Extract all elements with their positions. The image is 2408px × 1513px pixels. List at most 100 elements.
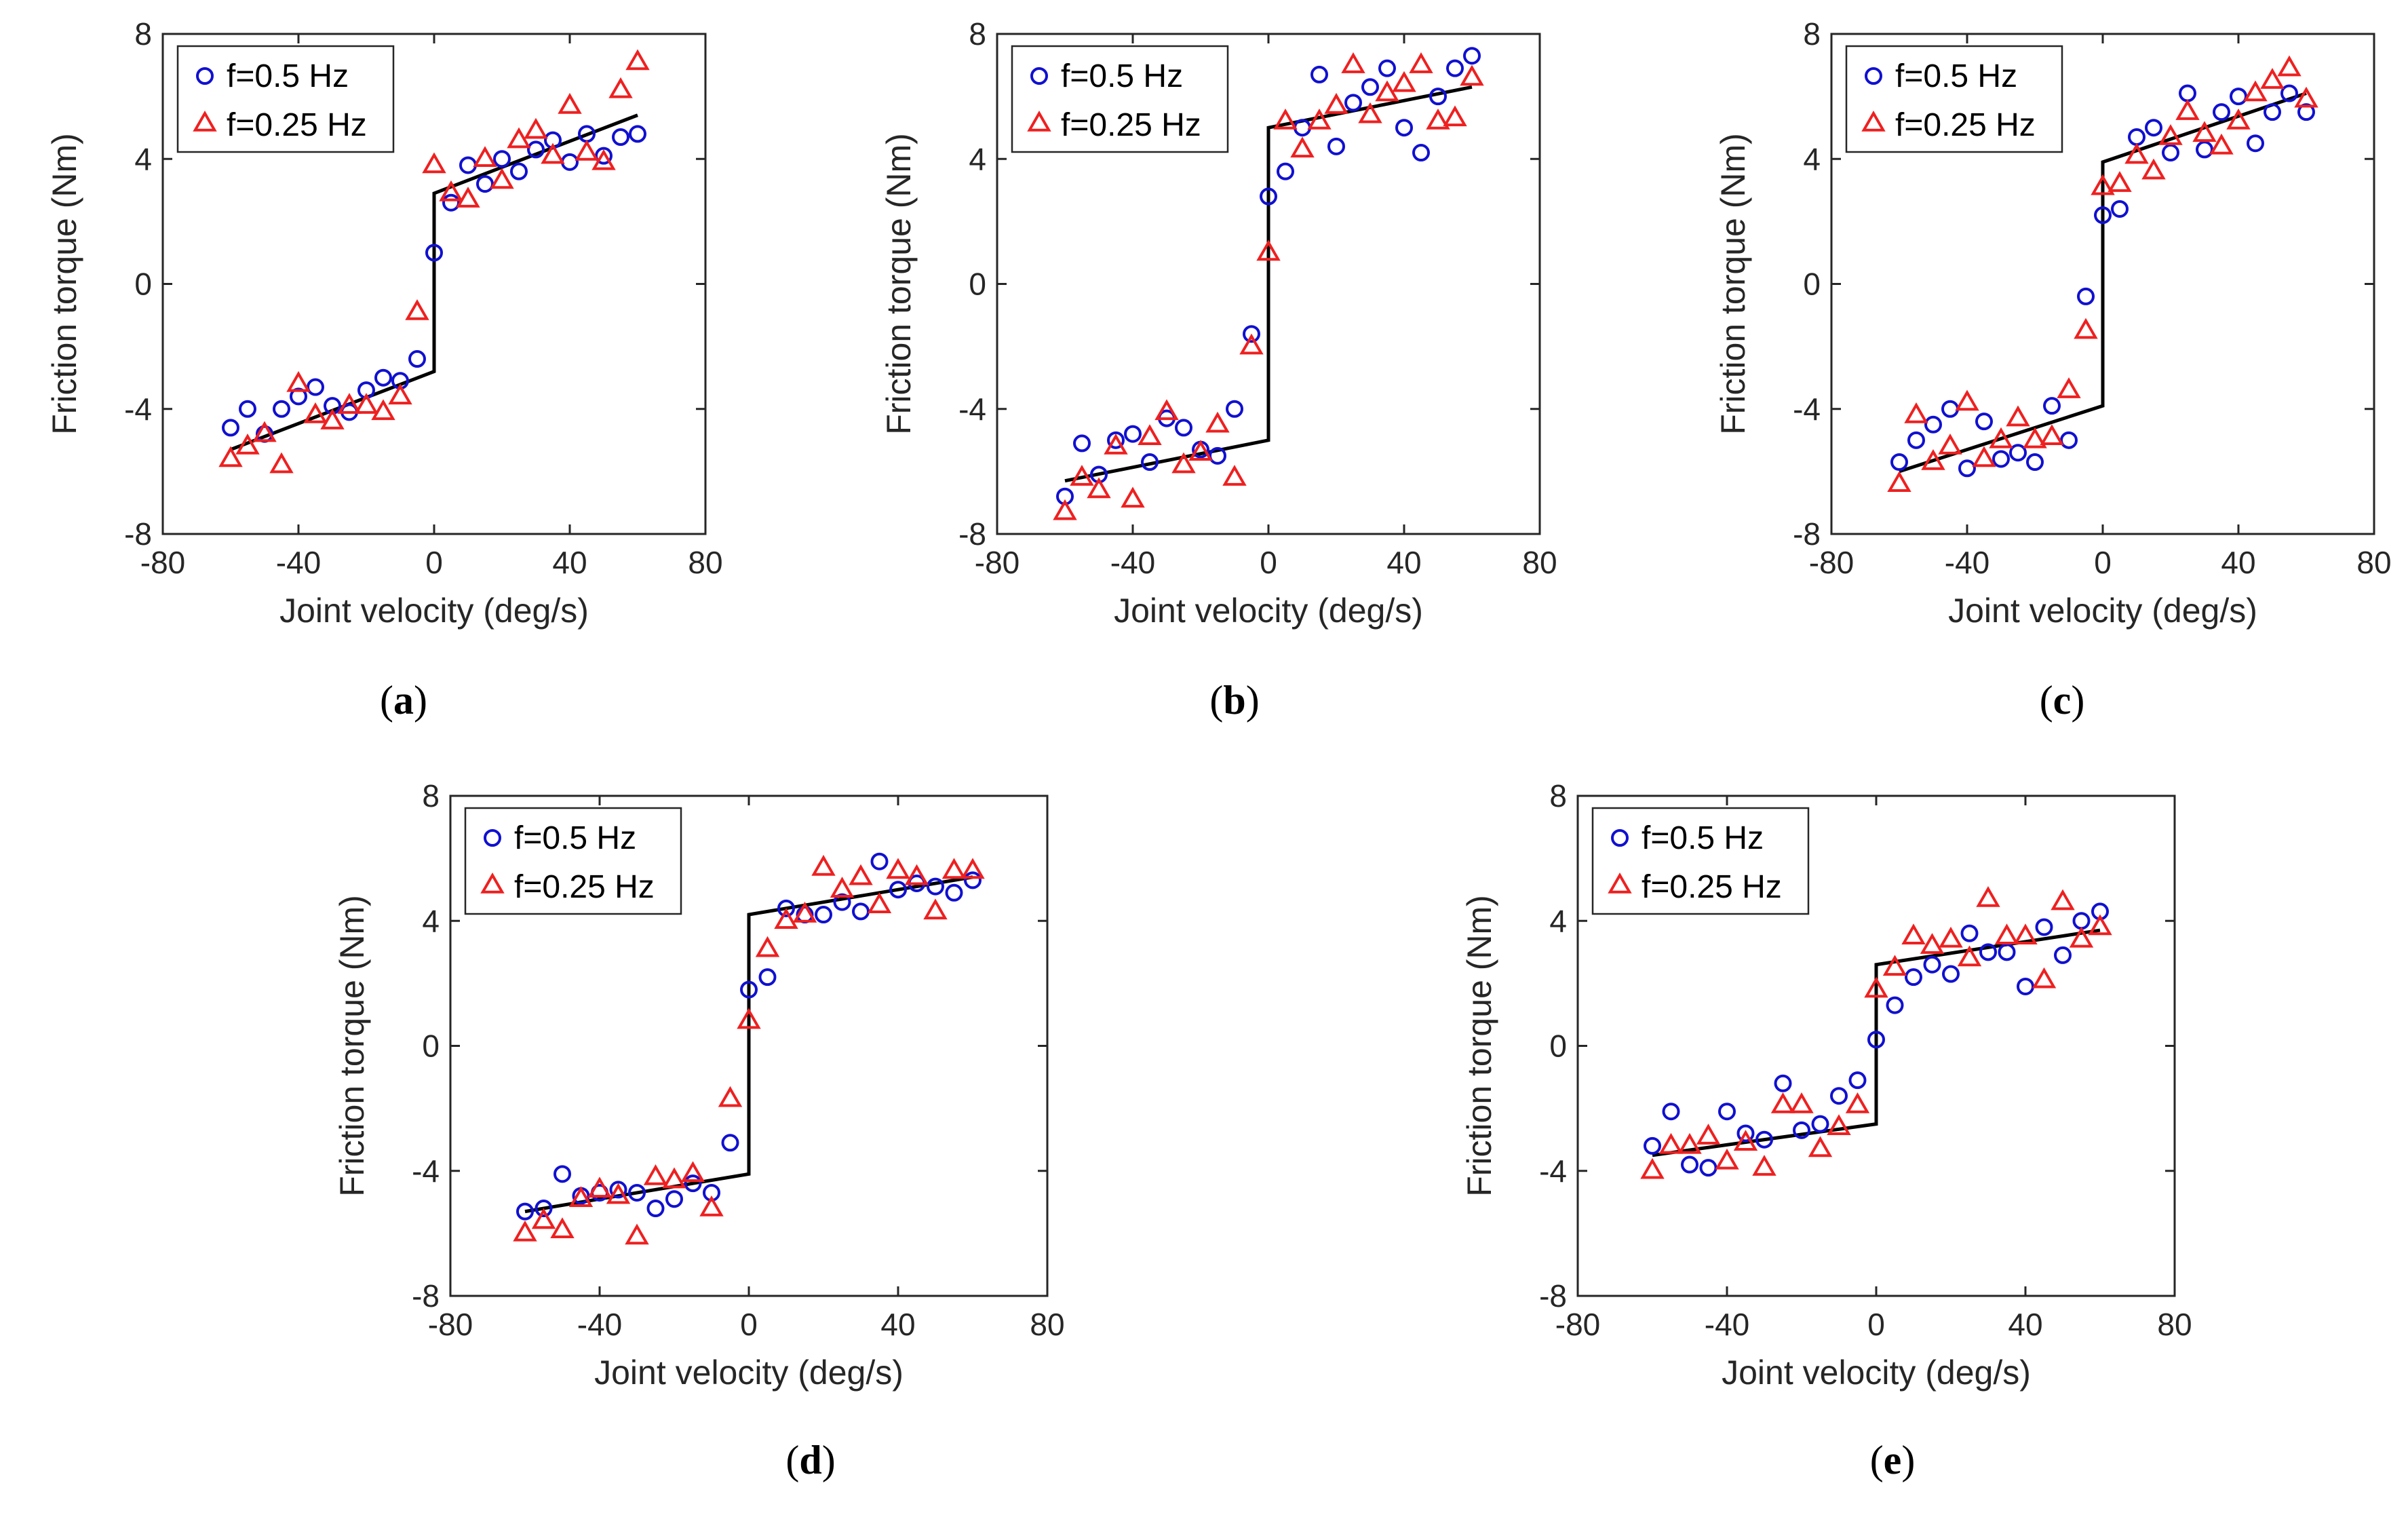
y-tick-label: 4: [422, 903, 440, 938]
point-f05: [290, 387, 307, 406]
point-f05: [609, 1181, 627, 1199]
x-axis-label: Joint velocity (deg/s): [1114, 592, 1423, 630]
point-f05: [222, 419, 239, 437]
caption-letter: e: [1884, 1438, 1902, 1482]
point-f025: [680, 1161, 705, 1183]
point-f025: [699, 1195, 724, 1217]
y-tick-label: 0: [422, 1029, 440, 1064]
legend-circle-marker: [1611, 829, 1629, 847]
point-f025: [662, 1167, 686, 1189]
point-f025: [1957, 945, 1982, 967]
point-f05: [684, 1174, 702, 1193]
x-tick-label: -40: [1705, 1307, 1749, 1342]
point-f025: [1070, 465, 1094, 486]
point-f025: [2226, 108, 2251, 130]
point-f025: [1789, 1092, 1814, 1113]
point-f025: [1972, 446, 1996, 467]
point-f025: [2032, 967, 2057, 989]
point-f025: [1715, 1148, 1739, 1170]
point-f05: [870, 852, 889, 870]
legend-label-f025: f=0.25 Hz: [1895, 107, 2036, 143]
point-f05: [646, 1200, 665, 1218]
point-f025: [456, 187, 480, 208]
point-f05: [628, 1183, 646, 1202]
y-tick-label: -4: [412, 1153, 440, 1189]
point-f025: [1920, 933, 1945, 954]
point-f025: [737, 1008, 761, 1029]
point-f025: [1827, 1114, 1851, 1136]
point-f025: [1273, 108, 1298, 130]
x-tick-label: -80: [975, 545, 1019, 580]
point-f025: [2013, 923, 2038, 945]
legend-box: [1845, 45, 2063, 153]
legend-label-f05: f=0.5 Hz: [1642, 820, 1764, 856]
point-f025: [904, 864, 929, 885]
point-f025: [337, 393, 362, 414]
point-f05: [2060, 431, 2078, 449]
point-f025: [830, 877, 855, 898]
x-tick-label: -40: [1945, 545, 1989, 580]
point-f025: [2057, 377, 2081, 398]
point-f05: [1344, 94, 1362, 112]
point-f025: [2006, 405, 2030, 427]
point-f025: [1392, 71, 1416, 92]
point-f05: [2077, 287, 2095, 305]
caption-open-paren: (: [1209, 678, 1223, 723]
point-f05: [740, 980, 758, 999]
point-f05: [476, 175, 494, 193]
legend-label-f025: f=0.25 Hz: [1642, 869, 1782, 905]
legend-label-f05: f=0.5 Hz: [1895, 58, 2017, 94]
caption-letter: b: [1223, 678, 1245, 723]
y-tick-label: -8: [412, 1278, 440, 1314]
x-tick-label: -80: [428, 1307, 473, 1342]
point-f05: [535, 1200, 553, 1218]
point-f025: [2260, 68, 2285, 89]
point-f025: [2141, 158, 2166, 180]
point-f025: [1938, 434, 1962, 455]
point-f05: [1924, 415, 1942, 434]
y-tick-label: 4: [1549, 903, 1567, 938]
point-f05: [1141, 453, 1159, 472]
point-f025: [439, 180, 463, 202]
point-f025: [2158, 123, 2183, 145]
point-f025: [2091, 174, 2115, 195]
point-f05: [1905, 968, 1922, 987]
point-f05: [758, 968, 777, 987]
point-f05: [2035, 918, 2053, 936]
legend: f=0.5 Hz f=0.25 Hz: [1591, 807, 1810, 915]
legend-label-f025: f=0.25 Hz: [1061, 107, 1201, 143]
point-f025: [1770, 1092, 1795, 1113]
point-f025: [1409, 52, 1433, 73]
point-f025: [1138, 424, 1162, 445]
point-f05: [1793, 1121, 1810, 1139]
point-f05: [927, 877, 944, 896]
point-f05: [527, 140, 545, 159]
point-f025: [1994, 923, 2019, 945]
point-f05: [964, 871, 982, 889]
panel-caption: (e): [1870, 1438, 1916, 1482]
point-f05: [374, 368, 392, 387]
legend-circle-marker: [1865, 67, 1882, 85]
point-f025: [1443, 105, 1467, 127]
point-f025: [2051, 889, 2075, 911]
panel-caption: (a): [380, 678, 427, 723]
x-tick-label: -40: [1110, 545, 1155, 580]
x-tick-label: -40: [577, 1307, 622, 1342]
x-tick-label: 80: [1522, 545, 1557, 580]
x-tick-label: 80: [2157, 1307, 2192, 1342]
point-f025: [587, 1176, 612, 1198]
point-f05: [1226, 400, 1243, 418]
point-f025: [625, 49, 650, 71]
point-f025: [2069, 926, 2094, 948]
point-f025: [524, 117, 548, 139]
legend-label-f025: f=0.25 Hz: [514, 869, 655, 905]
y-tick-label: 8: [969, 16, 986, 52]
point-f025: [575, 140, 599, 161]
point-f025: [2074, 318, 2098, 339]
y-axis-label: Friction torque (Nm): [333, 895, 371, 1197]
point-f025: [1989, 427, 2013, 448]
point-f025: [1171, 452, 1196, 474]
point-f025: [1976, 885, 2000, 907]
